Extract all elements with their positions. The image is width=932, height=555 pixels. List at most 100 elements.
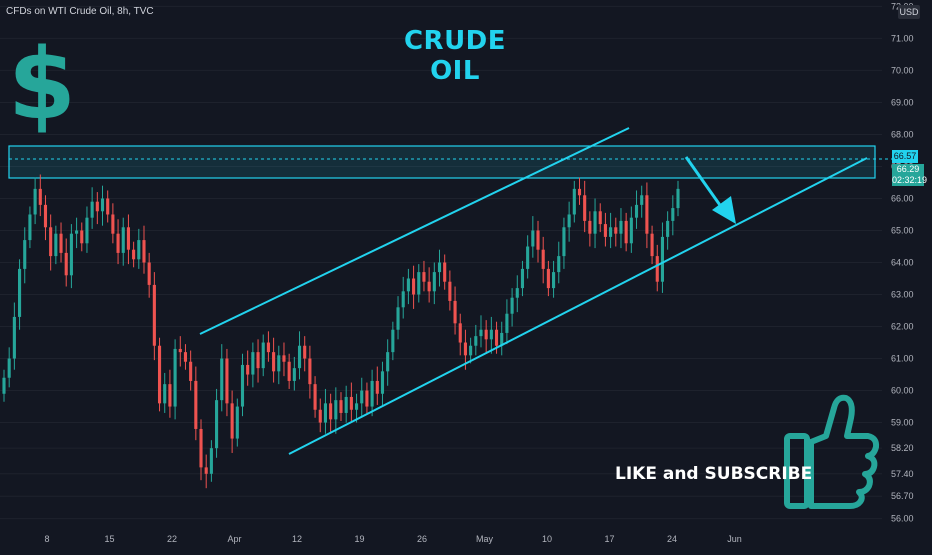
candle-up	[629, 217, 633, 244]
candle-up	[666, 220, 670, 237]
candle-up	[510, 297, 514, 314]
chart-title-annotation: CRUDE OIL	[403, 26, 507, 86]
candle-down	[583, 195, 587, 221]
x-tick-label: 24	[667, 534, 677, 544]
thumbs-up-icon	[784, 394, 880, 509]
y-tick-label: 70.00	[891, 65, 914, 75]
candle-down	[199, 428, 203, 468]
candle-up	[323, 403, 328, 423]
candle-down	[650, 233, 654, 257]
candle-down	[308, 358, 312, 385]
candle-up	[567, 214, 571, 228]
down-arrow-icon	[684, 156, 736, 224]
candle-down	[463, 342, 467, 356]
candle-up	[33, 188, 37, 215]
y-tick-label: 66.00	[891, 193, 914, 203]
candle-up	[292, 368, 296, 381]
x-tick-label: 17	[604, 534, 614, 544]
candle-down	[645, 195, 649, 234]
candle-down	[287, 361, 291, 381]
candle-up	[520, 268, 525, 289]
x-tick-label: May	[476, 534, 494, 544]
candle-up	[261, 342, 265, 369]
candle-down	[183, 352, 188, 362]
candle-up	[28, 214, 32, 241]
candle-up	[479, 329, 483, 337]
candle-up	[354, 403, 359, 410]
candle-down	[614, 227, 618, 234]
candle-down	[536, 230, 540, 250]
channel-upper-line[interactable]	[199, 127, 630, 335]
candle-up	[7, 358, 11, 378]
candle-down	[106, 198, 110, 215]
candle-down	[38, 188, 42, 205]
candle-down	[448, 281, 452, 301]
candle-up	[396, 307, 400, 330]
candle-down	[64, 252, 68, 276]
candle-up	[432, 272, 436, 292]
candle-down	[588, 220, 592, 234]
candle-down	[313, 384, 317, 410]
x-tick-label: 8	[44, 534, 49, 544]
candle-down	[49, 227, 53, 257]
currency-badge: USD	[898, 5, 920, 19]
candle-down	[624, 220, 628, 244]
candle-up	[173, 348, 177, 407]
candle-down	[541, 249, 545, 269]
candle-up	[85, 217, 89, 244]
candle-up	[474, 336, 478, 346]
candle-up	[163, 384, 167, 404]
candle-down	[318, 409, 322, 423]
dollar-sign-icon: $	[8, 28, 76, 142]
candle-down	[59, 233, 63, 253]
candle-down	[375, 380, 379, 394]
resistance-zone[interactable]	[8, 145, 876, 179]
candle-down	[132, 249, 136, 260]
symbol-header: CFDs on WTI Crude Oil, 8h, TVC	[6, 6, 154, 17]
candle-down	[329, 403, 333, 420]
candle-down	[111, 214, 115, 234]
candle-up	[526, 246, 530, 269]
channel-lower-line[interactable]	[288, 157, 868, 455]
candle-down	[152, 284, 156, 346]
candle-up	[437, 262, 442, 273]
candle-up	[489, 329, 493, 340]
candle-up	[505, 313, 509, 333]
candle-down	[603, 224, 607, 237]
candle-down	[422, 272, 426, 282]
candle-down	[443, 262, 447, 282]
y-tick-label: 61.00	[891, 354, 914, 364]
candle-down	[43, 204, 48, 228]
y-tick-label: 69.00	[891, 97, 914, 107]
y-tick-label: 63.00	[891, 290, 914, 300]
candle-up	[572, 188, 576, 215]
x-tick-label: Apr	[227, 534, 241, 544]
candle-up	[531, 230, 535, 247]
x-tick-label: 15	[104, 534, 114, 544]
candle-up	[69, 233, 73, 276]
y-tick-label: 57.40	[891, 469, 914, 479]
y-tick-label: 56.70	[891, 491, 914, 501]
candle-up	[660, 236, 665, 282]
y-tick-label: 68.00	[891, 129, 914, 139]
price-badge-66-57: 66.57	[892, 150, 918, 163]
candle-up	[391, 329, 395, 353]
candle-down	[178, 348, 182, 353]
svg-text:$: $	[8, 28, 76, 142]
y-tick-label: 64.00	[891, 258, 914, 268]
candle-down	[412, 278, 416, 295]
candle-down	[126, 227, 130, 250]
candle-down	[282, 355, 286, 362]
candle-down	[189, 361, 193, 381]
candle-down	[598, 211, 602, 225]
y-tick-label: 71.00	[891, 33, 914, 43]
candle-up	[676, 188, 680, 209]
candle-up	[671, 208, 675, 221]
candle-up	[360, 390, 364, 404]
candle-up	[17, 268, 22, 317]
y-tick-label: 62.00	[891, 322, 914, 332]
candle-up	[334, 400, 338, 420]
candle-up	[240, 364, 245, 407]
